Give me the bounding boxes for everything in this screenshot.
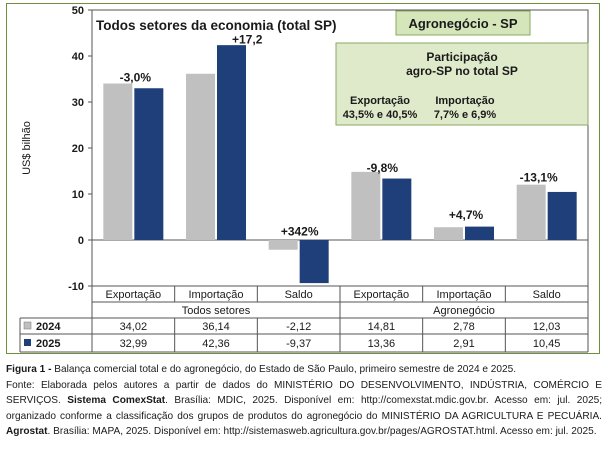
caption-figure-text: Balança comercial total e do agronegócio… — [51, 364, 517, 375]
change-label: +342% — [281, 224, 319, 238]
change-label: -3,0% — [120, 71, 152, 85]
bar-chart: -10 0 10 20 30 40 50 US$ bilhão -3,0% +17,2 +342% -… — [19, 5, 589, 353]
bar-2025 — [299, 240, 329, 284]
caption-source-c-bold: Agrostat — [6, 426, 48, 437]
table-value-2025: 32,99 — [120, 338, 148, 350]
figure-caption: Figura 1 - Balança comercial total e do … — [6, 362, 602, 440]
change-label: -13,1% — [520, 170, 558, 184]
x-category-label: Saldo — [533, 289, 561, 301]
bar-2025 — [465, 226, 494, 240]
panel-title-total: Todos setores da economia (total SP) — [96, 18, 337, 33]
caption-title: Figura 1 - Balança comercial total e do … — [6, 362, 602, 378]
caption-figure-label: Figura 1 - — [6, 364, 52, 375]
caption-source-b-bold: Sistema ComexStat — [67, 395, 166, 406]
change-label: +4,7% — [449, 208, 484, 222]
table-value-2025: 10,45 — [533, 338, 561, 350]
bar-2025 — [547, 191, 577, 240]
change-label: -9,8% — [367, 161, 399, 175]
x-category-label: Importação — [436, 289, 491, 301]
bar-2025 — [382, 178, 412, 240]
table-value-2024: 12,03 — [533, 321, 561, 333]
y-tick-label: 40 — [72, 51, 84, 63]
bar-2024 — [186, 73, 215, 240]
annotation-export-label: Exportação — [350, 95, 410, 107]
table-value-2025: -9,37 — [286, 338, 311, 350]
legend-swatch-2024 — [23, 321, 32, 330]
x-category-label: Saldo — [285, 289, 313, 301]
agro-title-box — [395, 10, 531, 36]
y-tick-label: 20 — [72, 143, 84, 155]
legend-label-2024: 2024 — [36, 321, 61, 333]
y-tick-label: 30 — [72, 97, 84, 109]
legend-label-2025: 2025 — [36, 338, 60, 350]
caption-source-c: . Brasília: MAPA, 2025. Disponível em: h… — [47, 426, 597, 437]
bar-2024 — [434, 227, 463, 240]
table-value-2024: 34,02 — [120, 321, 148, 333]
table-value-2024: 36,14 — [202, 321, 230, 333]
caption-source-b: . Brasília: MDIC, 2025. Disponível em: h… — [6, 395, 602, 422]
caption-source: Fonte: Elaborada pelos autores a partir … — [6, 378, 602, 440]
annotation-import-value: 7,7% e 6,9% — [434, 109, 497, 121]
bar-2024 — [351, 171, 381, 240]
share-annotation-box — [335, 42, 589, 126]
bar-2024 — [516, 184, 546, 240]
table-value-2025: 42,36 — [202, 338, 230, 350]
annotation-export-value: 43,5% e 40,5% — [343, 109, 418, 121]
y-axis-label: US$ bilhão — [21, 121, 33, 175]
annotation-import-label: Importação — [435, 95, 495, 107]
annotation-title-line2: agro-SP no total SP — [406, 64, 518, 78]
bar-2025 — [217, 45, 246, 241]
change-label: +17,2 — [232, 32, 263, 46]
table-value-2024: 2,78 — [453, 321, 474, 333]
y-tick-label: 50 — [72, 5, 84, 17]
group-label-total: Todos setores — [182, 305, 251, 317]
panel-title-agro: Agronegócio - SP — [408, 16, 517, 31]
y-tick-label: -10 — [68, 281, 84, 293]
table-value-2024: 14,81 — [368, 321, 396, 333]
table-value-2025: 2,91 — [453, 338, 474, 350]
group-label-agro: Agronegócio — [433, 305, 495, 317]
y-tick-label: 10 — [72, 189, 84, 201]
bar-2024 — [268, 240, 298, 250]
y-tick-label: 0 — [78, 235, 84, 247]
legend-swatch-2025 — [24, 339, 31, 346]
x-category-label: Importação — [188, 289, 243, 301]
bar-2025 — [134, 88, 164, 240]
x-category-label: Exportação — [354, 289, 410, 301]
annotation-title-line1: Participação — [426, 50, 497, 64]
x-category-label: Exportação — [106, 289, 162, 301]
bar-2024 — [103, 83, 133, 241]
table-value-2025: 13,36 — [368, 338, 396, 350]
table-value-2024: -2,12 — [286, 321, 311, 333]
caption-source-a: Fonte: Elaborada pelos autores a partir … — [6, 379, 602, 407]
